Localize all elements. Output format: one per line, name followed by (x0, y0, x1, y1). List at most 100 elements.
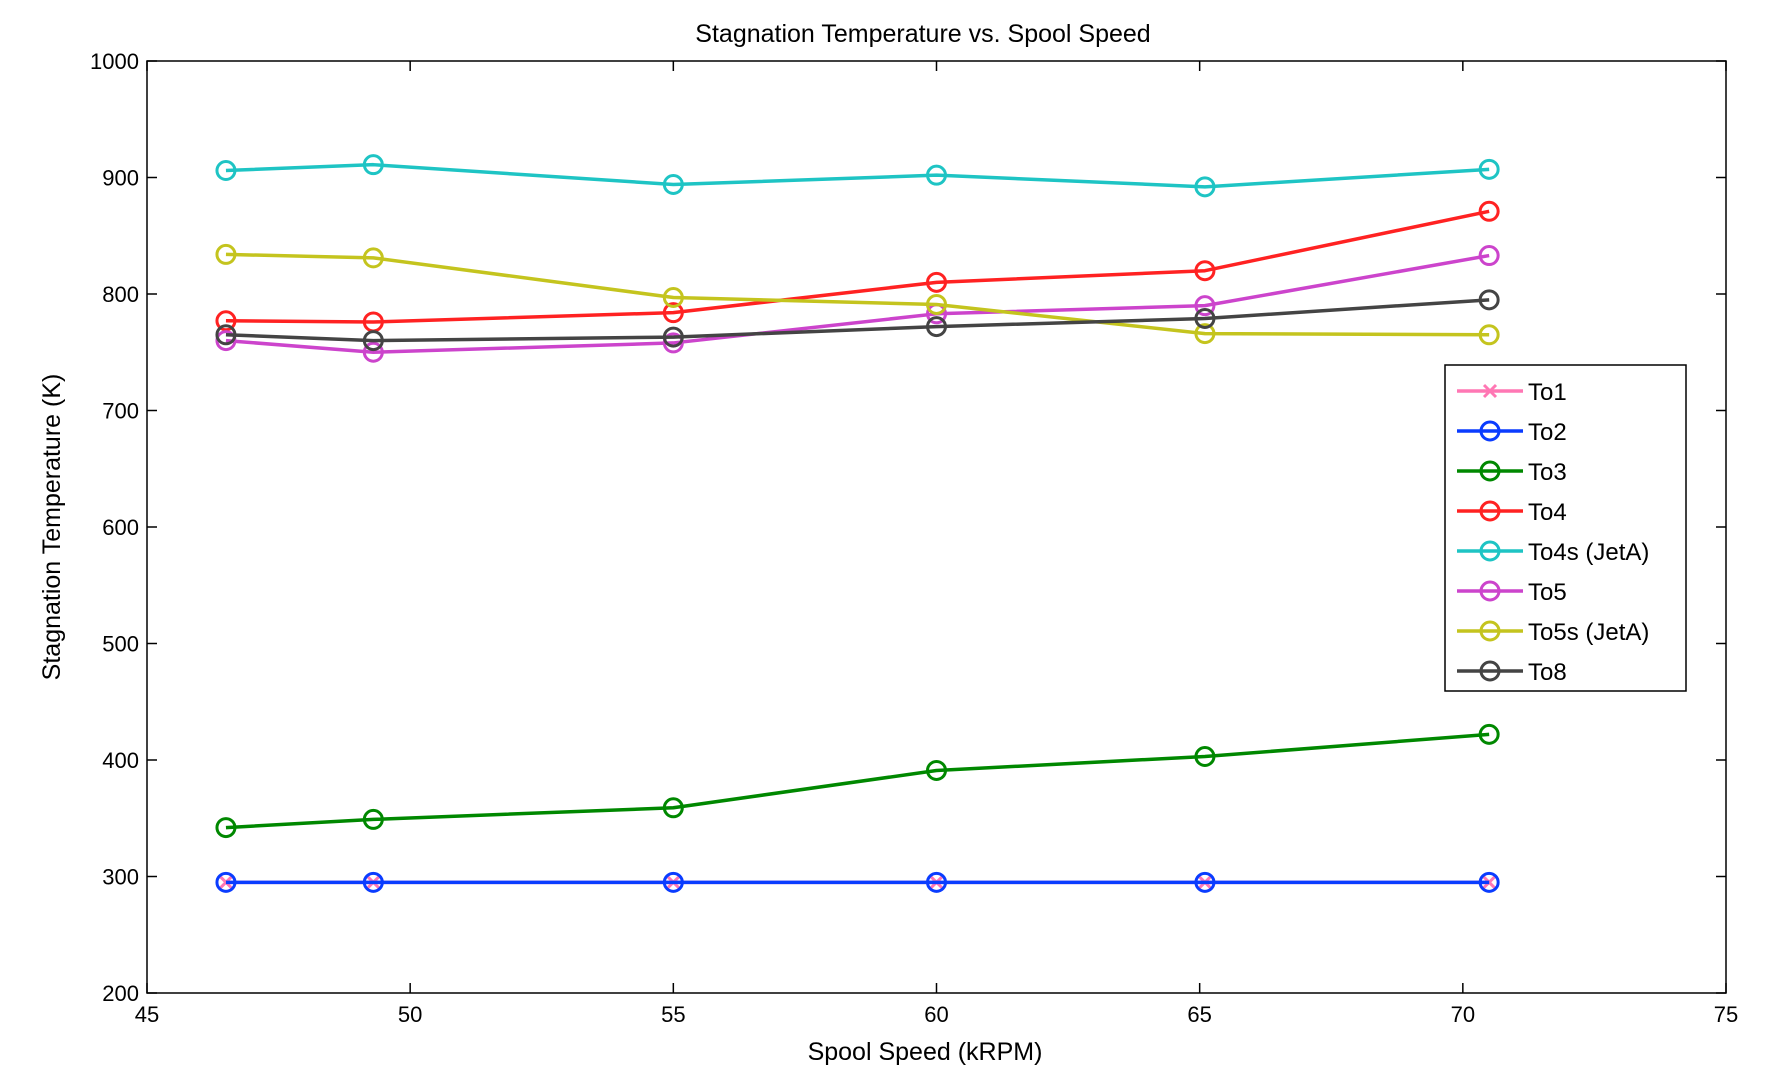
legend-label: To2 (1528, 419, 1567, 446)
x-tick-label: 55 (661, 1002, 685, 1027)
series-to5s-jeta (215, 243, 1500, 346)
legend: To1 To2 To3 To4 To4s (JetA) To5 To5s (JetA) To8 (1444, 364, 1687, 692)
legend-label: To3 (1528, 459, 1567, 486)
x-tick-label: 50 (398, 1002, 422, 1027)
x-tick-label: 60 (924, 1002, 948, 1027)
data-point-to4s-jeta (1478, 158, 1500, 180)
data-point-to3 (1478, 723, 1500, 745)
legend-swatch-marker (1482, 383, 1498, 399)
series-line-to5 (225, 253, 1490, 354)
y-tick-label: 300 (102, 865, 139, 890)
series-to4s-jeta (215, 154, 1500, 198)
data-point-to4s-jeta (662, 173, 684, 195)
data-point-to4 (662, 302, 684, 324)
data-point-to3 (362, 808, 384, 830)
y-tick-label: 200 (102, 981, 139, 1006)
legend-entry-to5s-jeta: To5s (JetA) (1457, 619, 1649, 646)
data-point-to5s-jeta (215, 243, 237, 265)
legend-swatch-marker (1479, 420, 1501, 442)
series-to4 (215, 200, 1500, 333)
data-point-to5 (362, 341, 384, 363)
data-point-to4s-jeta (1194, 176, 1216, 198)
legend-label: To4s (JetA) (1528, 539, 1649, 566)
data-point-to8 (662, 326, 684, 348)
series-line-to8 (225, 298, 1490, 343)
data-point-to8 (926, 316, 947, 338)
series-to3 (215, 723, 1500, 839)
data-point-to4s-jeta (215, 160, 237, 182)
series-line-to5s-jeta (225, 252, 1490, 337)
legend-swatch-marker (1479, 500, 1501, 522)
series-line-to3 (225, 732, 1490, 830)
data-point-to4 (215, 310, 237, 332)
legend-swatch-marker (1479, 580, 1501, 602)
legend-entry-to4s-jeta: To4s (JetA) (1457, 539, 1649, 566)
legend-label: To4 (1528, 499, 1567, 526)
series-line-to4 (225, 209, 1490, 324)
legend-swatch-marker (1479, 540, 1501, 562)
data-point-to5s-jeta (926, 293, 947, 315)
series-layer (215, 154, 1500, 893)
y-tick-label: 600 (102, 515, 139, 540)
data-point-to4s-jeta (926, 164, 947, 186)
data-point-to5s-jeta (1194, 323, 1216, 345)
legend-label: To8 (1528, 659, 1567, 686)
x-tick-label: 65 (1187, 1002, 1211, 1027)
legend-entry-to8: To8 (1457, 659, 1567, 686)
series-to2 (215, 871, 1500, 893)
data-point-to4s-jeta (362, 154, 384, 176)
data-point-to8 (1194, 307, 1216, 329)
y-tick-label: 500 (102, 632, 139, 657)
data-point-to3 (1194, 746, 1216, 768)
data-point-to2 (215, 871, 237, 893)
data-point-to8 (215, 324, 237, 346)
y-tick-label: 900 (102, 166, 139, 191)
data-point-to3 (215, 817, 237, 839)
series-line-to4s-jeta (225, 162, 1490, 189)
legend-entry-to2: To2 (1457, 419, 1567, 446)
legend-swatch-marker (1479, 660, 1501, 682)
data-point-to2 (1194, 871, 1216, 893)
data-point-to5 (215, 330, 237, 352)
data-point-to5s-jeta (362, 247, 384, 269)
y-tick-label: 800 (102, 282, 139, 307)
legend-entry-to1: To1 (1457, 379, 1567, 406)
data-point-to2 (662, 871, 684, 893)
chart-title: Stagnation Temperature vs. Spool Speed (695, 20, 1150, 48)
legend-entry-to3: To3 (1457, 459, 1567, 486)
y-axis-label: Stagnation Temperature (K) (38, 374, 66, 681)
data-point-to2 (926, 871, 947, 893)
x-tick-label: 70 (1451, 1002, 1475, 1027)
data-point-to4 (1478, 200, 1500, 222)
legend-label: To5 (1528, 579, 1567, 606)
legend-entry-to4: To4 (1457, 499, 1567, 526)
data-point-to4 (926, 271, 947, 293)
legend-label: To5s (JetA) (1528, 619, 1649, 646)
x-axis: 45 50 55 60 65 70 75 (135, 61, 1738, 1027)
marker-stroke (1482, 383, 1498, 399)
x-tick-label: 45 (135, 1002, 159, 1027)
y-tick-label: 700 (102, 399, 139, 424)
data-point-to5s-jeta (1478, 324, 1500, 346)
x-axis-label: Spool Speed (kRPM) (808, 1038, 1043, 1066)
legend-swatch-marker (1479, 460, 1501, 482)
data-point-to5 (1478, 245, 1500, 267)
data-point-to4 (1194, 260, 1216, 282)
legend-swatch-marker (1479, 620, 1501, 642)
data-point-to8 (1478, 289, 1500, 311)
legend-box (1444, 364, 1687, 692)
data-point-to2 (1478, 871, 1500, 893)
y-axis: 200 300 400 500 600 700 800 900 1000 (90, 49, 1726, 1006)
series-to8 (215, 289, 1500, 352)
legend-label: To1 (1528, 379, 1567, 406)
data-point-to3 (926, 759, 947, 781)
y-tick-label: 1000 (90, 49, 139, 74)
data-point-to3 (662, 797, 684, 819)
x-tick-label: 75 (1714, 1002, 1738, 1027)
legend-entry-to5: To5 (1457, 579, 1567, 606)
data-point-to2 (362, 871, 384, 893)
series-to5 (215, 245, 1500, 363)
y-tick-label: 400 (102, 748, 139, 773)
data-point-to5 (1194, 295, 1216, 317)
